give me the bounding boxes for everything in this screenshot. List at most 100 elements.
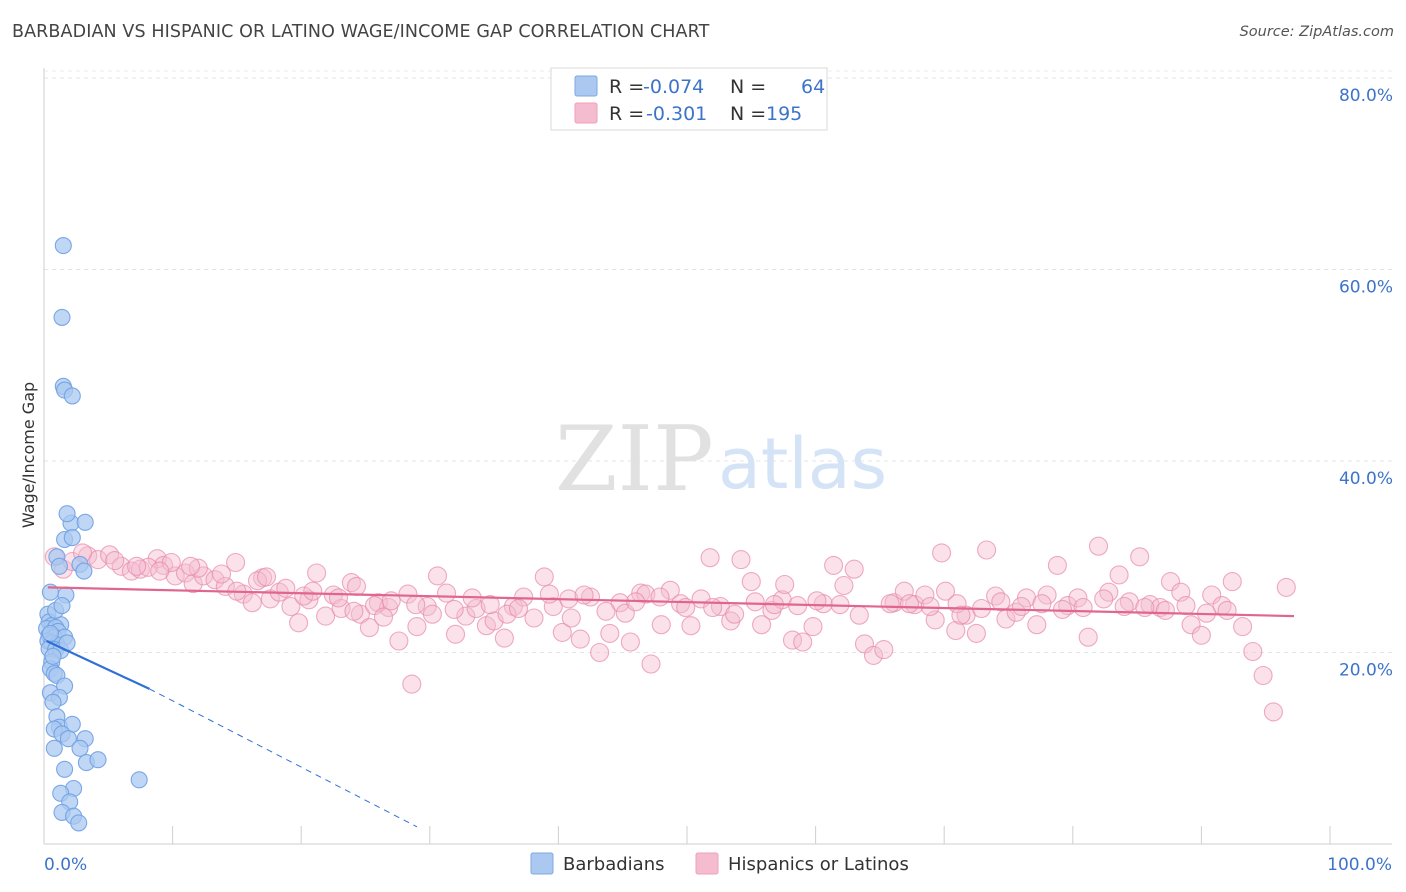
- hispanics-point: [456, 606, 476, 626]
- hispanics-point: [1276, 577, 1296, 597]
- legend-swatch-barbadians: [574, 75, 598, 97]
- barbadians-point: [70, 814, 88, 832]
- legend-r-label-hispanics: R =: [609, 103, 644, 125]
- barbadians-point: [45, 739, 63, 757]
- hispanics-point: [276, 578, 296, 598]
- hispanics-point: [508, 598, 529, 619]
- hispanics-point: [650, 587, 670, 607]
- hispanics-point: [543, 596, 563, 617]
- hispanics-point: [427, 566, 448, 586]
- hispanics-point: [1109, 565, 1129, 585]
- hispanics-point: [497, 604, 517, 624]
- hispanics-point: [100, 545, 120, 565]
- y-tick-label: 20.0%: [1339, 661, 1393, 681]
- hispanics-point: [641, 654, 661, 674]
- hispanics-point: [834, 575, 854, 596]
- hispanics-point: [346, 576, 367, 596]
- watermark: ZIP atlas: [555, 407, 887, 512]
- hispanics-point: [373, 607, 394, 627]
- bottom-legend-swatch-hispanics: [695, 852, 719, 875]
- trend-lines: [46, 586, 1295, 828]
- hispanics-point: [966, 623, 986, 643]
- barbadians-point: [89, 751, 107, 769]
- hispanics-point: [211, 564, 232, 584]
- hispanics-point: [671, 594, 691, 614]
- hispanics-point: [359, 618, 379, 638]
- hispanics-point: [844, 559, 864, 579]
- hispanics-point: [226, 552, 246, 573]
- hispanics-point: [422, 604, 442, 624]
- hispanics-point: [803, 617, 823, 637]
- hispanics-point: [1027, 615, 1047, 635]
- hispanics-point: [725, 604, 745, 624]
- hispanics-point: [1052, 599, 1073, 619]
- hispanics-point: [915, 585, 935, 605]
- x-tick-label-min: 0.0%: [44, 855, 87, 875]
- hispanics-point: [1094, 589, 1114, 609]
- hispanics-point: [620, 632, 640, 652]
- barbadians-point: [76, 513, 94, 531]
- hispanics-point: [181, 556, 201, 576]
- chart-title: BARBADIAN VS HISPANIC OR LATINO WAGE/INC…: [12, 22, 710, 42]
- hispanics-point: [880, 594, 900, 614]
- grid-lines: [44, 70, 1392, 653]
- barbadians-point: [44, 647, 62, 665]
- hispanics-point: [574, 585, 594, 605]
- legend-n-label-barbadians: N =: [730, 76, 766, 98]
- hispanics-point: [651, 615, 671, 635]
- hispanics-point: [1263, 702, 1283, 722]
- bottom-legend-label-hispanics: Hispanics or Latinos: [728, 854, 909, 875]
- x-axis-ticks: [43, 826, 1331, 844]
- hispanics-point: [793, 632, 813, 652]
- legend-r-value-barbadians: -0.074: [643, 76, 704, 98]
- barbadians-point: [44, 693, 62, 711]
- hispanics-point: [316, 606, 336, 626]
- hispanics-point: [570, 629, 590, 649]
- barbadians-point: [53, 308, 71, 326]
- hispanics-point: [596, 601, 616, 621]
- hispanics-point: [636, 584, 656, 604]
- barbadians-point: [54, 237, 72, 255]
- trendline-hispanics: [47, 586, 1295, 618]
- hispanics-point: [703, 597, 723, 618]
- trendline-barbadians-extension: [149, 688, 418, 828]
- watermark-atlas: atlas: [718, 423, 887, 505]
- hispanics-point: [824, 555, 844, 575]
- hispanics-point: [600, 623, 620, 643]
- hispanics-point: [932, 543, 952, 563]
- hispanics-point: [700, 548, 720, 568]
- hispanics-point: [188, 558, 208, 578]
- y-tick-label: 60.0%: [1339, 278, 1393, 298]
- legend-n-value-barbadians: 64: [801, 76, 825, 98]
- hispanics-point: [905, 595, 925, 615]
- hispanics-point: [1217, 600, 1237, 620]
- hispanics-point: [389, 631, 409, 651]
- hispanics-point: [127, 556, 147, 576]
- hispanics-point: [946, 620, 966, 641]
- y-axis-label: Wage/Income Gap: [19, 382, 38, 528]
- hispanics-point: [660, 580, 680, 600]
- legend-n-value-hispanics: 195: [766, 103, 802, 125]
- legend-top: R = -0.074 N = 64 R = -0.301 N = 195: [550, 67, 828, 131]
- hispanics-point: [899, 594, 920, 614]
- hispanics-point: [539, 584, 559, 604]
- hispanics-point: [741, 572, 761, 592]
- hispanics-point: [105, 551, 125, 571]
- hispanics-point: [894, 581, 914, 601]
- barbadians-point: [59, 730, 77, 748]
- hispanics-point: [681, 616, 701, 636]
- hispanics-point: [1099, 582, 1119, 602]
- hispanics-point: [494, 628, 514, 648]
- hispanics-point: [524, 608, 544, 628]
- hispanics-point: [514, 587, 534, 607]
- hispanics-point: [552, 622, 572, 642]
- hispanics-point: [398, 584, 418, 604]
- barbadians-point: [58, 505, 76, 523]
- legend-bottom: Barbadians Hispanics or Latinos: [530, 852, 909, 875]
- hispanics-point: [289, 613, 309, 633]
- hispanics-point: [294, 586, 314, 606]
- barbadians-point: [53, 597, 71, 615]
- hispanics-point: [480, 595, 500, 615]
- hispanics-point: [436, 583, 457, 603]
